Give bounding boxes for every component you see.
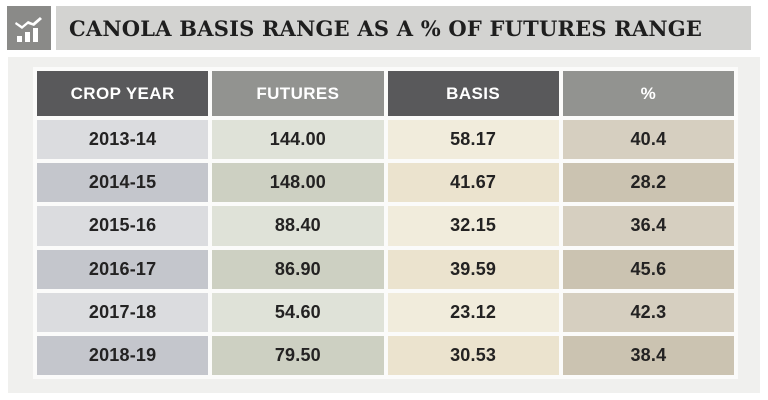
cell-basis: 23.12: [387, 292, 559, 332]
cell-crop_year: 2014-15: [37, 163, 209, 203]
cell-basis: 39.59: [387, 249, 559, 289]
table-panel: CROP YEAR FUTURES BASIS% 2013-14 144.00 58.17…: [8, 57, 760, 393]
cell-basis: 58.17: [387, 120, 559, 160]
cell-percent: 36.4: [562, 206, 734, 246]
canola-basis-table: CROP YEAR FUTURES BASIS% 2013-14 144.00 58.17…: [33, 67, 738, 379]
cell-crop_year: 2018-19: [37, 335, 209, 375]
column-header-basis: BASIS: [387, 71, 559, 116]
cell-crop_year: 2016-17: [37, 249, 209, 289]
cell-crop_year: 2013-14: [37, 120, 209, 160]
cell-futures: 148.00: [212, 163, 384, 203]
cell-futures: 54.60: [212, 292, 384, 332]
column-header-crop_year: CROP YEAR: [37, 71, 209, 116]
title-strip: CANOLA BASIS RANGE AS A % OF FUTURES RAN…: [56, 6, 751, 50]
cell-futures: 88.40: [212, 206, 384, 246]
cell-percent: 40.4: [562, 120, 734, 160]
cell-crop_year: 2015-16: [37, 206, 209, 246]
cell-percent: 42.3: [562, 292, 734, 332]
cell-percent: 45.6: [562, 249, 734, 289]
column-header-futures: FUTURES: [212, 71, 384, 116]
cell-futures: 86.90: [212, 249, 384, 289]
cell-basis: 30.53: [387, 335, 559, 375]
title-bar: CANOLA BASIS RANGE AS A % OF FUTURES RAN…: [7, 6, 751, 50]
cell-crop_year: 2017-18: [37, 292, 209, 332]
cell-percent: 28.2: [562, 163, 734, 203]
cell-basis: 32.15: [387, 206, 559, 246]
cell-basis: 41.67: [387, 163, 559, 203]
cell-futures: 79.50: [212, 335, 384, 375]
column-header-percent: %: [562, 71, 734, 116]
page-title: CANOLA BASIS RANGE AS A % OF FUTURES RAN…: [69, 15, 703, 41]
cell-percent: 38.4: [562, 335, 734, 375]
cell-futures: 144.00: [212, 120, 384, 160]
bar-chart-trend-icon: [7, 6, 51, 50]
